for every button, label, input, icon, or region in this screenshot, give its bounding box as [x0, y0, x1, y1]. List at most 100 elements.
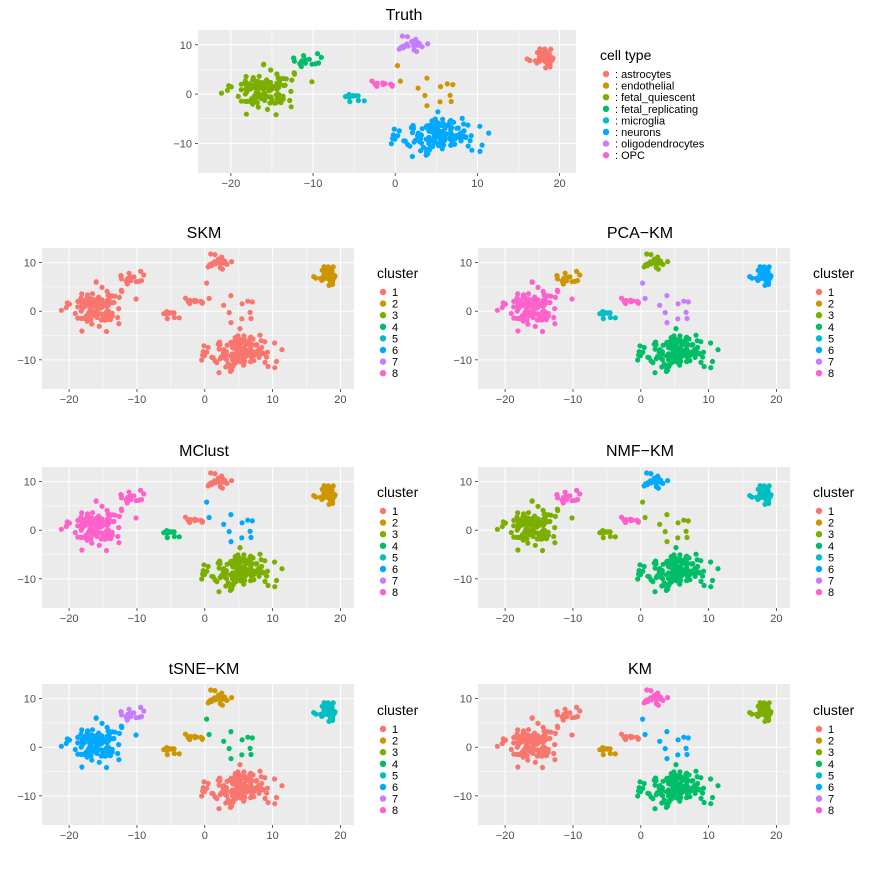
data-point: [683, 787, 689, 794]
data-point: [141, 491, 147, 497]
data-point: [685, 735, 691, 741]
data-point: [532, 759, 538, 765]
data-point: [441, 142, 447, 148]
data-point: [176, 534, 182, 540]
legend-key: [815, 772, 823, 779]
legend-key: [379, 312, 387, 319]
data-point: [198, 298, 204, 304]
data-point: [683, 745, 689, 752]
data-point: [577, 491, 583, 497]
data-point: [678, 358, 684, 365]
data-point: [224, 87, 231, 93]
x-tick-label: −10: [128, 394, 147, 406]
data-point: [659, 800, 665, 806]
data-point: [634, 298, 640, 304]
data-point: [311, 493, 317, 499]
data-point: [684, 534, 690, 541]
data-point: [511, 734, 517, 741]
data-point: [567, 274, 573, 280]
data-point: [494, 743, 500, 749]
data-point: [85, 728, 91, 734]
data-point: [657, 521, 663, 527]
data-point: [670, 783, 676, 789]
data-point: [694, 557, 700, 563]
legend-key: [379, 760, 387, 767]
data-point: [648, 261, 655, 267]
x-tick-label: −10: [564, 613, 583, 625]
data-point: [228, 84, 234, 90]
data-point: [231, 342, 237, 348]
data-point: [86, 315, 92, 321]
data-point: [229, 695, 235, 701]
data-point: [262, 795, 268, 802]
data-point: [535, 284, 541, 290]
legend-label: 6: [828, 782, 834, 794]
data-point: [450, 141, 456, 147]
data-point: [330, 281, 336, 287]
data-point: [254, 91, 260, 97]
legend-key: [379, 749, 387, 756]
data-point: [623, 516, 629, 523]
data-point: [164, 745, 170, 751]
data-point: [223, 800, 229, 806]
data-point: [242, 794, 248, 801]
data-point: [678, 573, 685, 579]
data-point: [715, 783, 721, 789]
data-point: [228, 584, 234, 590]
data-point: [215, 560, 221, 566]
data-point: [216, 346, 222, 352]
data-point: [646, 355, 652, 361]
data-point: [698, 795, 704, 802]
legend-label: 6: [392, 564, 398, 576]
data-point: [607, 533, 614, 540]
legend-label: : fetal_replicating: [615, 104, 698, 116]
data-point: [644, 482, 651, 488]
data-point: [325, 264, 331, 270]
data-point: [89, 510, 96, 516]
data-point: [766, 491, 772, 497]
data-point: [543, 747, 549, 753]
data-point: [689, 561, 695, 567]
data-point: [511, 517, 517, 524]
data-point: [629, 517, 636, 523]
data-point: [102, 317, 108, 323]
data-point: [533, 732, 539, 738]
data-point: [106, 728, 112, 734]
data-point: [677, 333, 683, 339]
legend-key: [602, 105, 610, 113]
data-point: [691, 783, 698, 789]
data-point: [221, 521, 227, 527]
data-point: [88, 308, 94, 314]
data-point: [659, 792, 666, 799]
legend-label: 6: [392, 345, 398, 357]
data-point: [757, 264, 763, 270]
data-point: [676, 558, 682, 564]
data-point: [600, 316, 606, 322]
data-point: [272, 559, 278, 565]
data-point: [232, 335, 238, 341]
data-point: [642, 731, 648, 738]
data-point: [240, 558, 246, 564]
data-point: [257, 551, 263, 557]
x-tick-label: 20: [334, 613, 346, 625]
data-point: [78, 534, 84, 541]
data-point: [530, 526, 536, 533]
data-point: [669, 360, 675, 366]
data-point: [637, 779, 643, 785]
data-point: [221, 302, 227, 308]
data-point: [85, 511, 91, 517]
data-point: [247, 335, 253, 341]
data-point: [276, 75, 282, 81]
data-point: [612, 315, 618, 321]
data-point: [255, 347, 262, 353]
y-tick-label: 10: [460, 477, 472, 489]
data-point: [223, 785, 229, 791]
data-point: [701, 363, 707, 370]
data-point: [683, 528, 689, 535]
data-point: [262, 359, 268, 365]
data-point: [664, 511, 670, 518]
data-point: [231, 778, 237, 784]
legend-key: [379, 772, 387, 779]
legend-title: cluster: [813, 702, 855, 718]
data-point: [258, 338, 264, 344]
